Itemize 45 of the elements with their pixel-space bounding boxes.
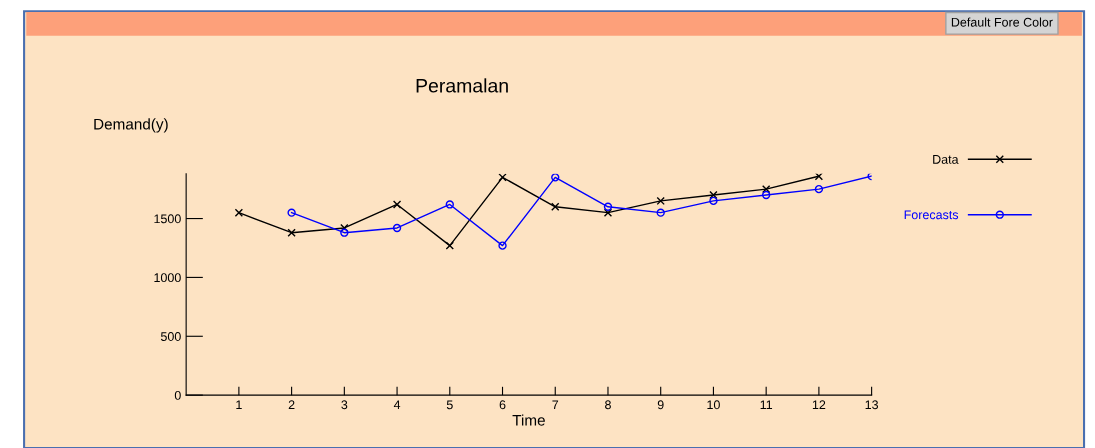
point (234, 208, 244, 217)
x-tick-label: 6 (499, 400, 506, 410)
point (498, 241, 507, 250)
legend-label: Data (933, 155, 959, 164)
y-tick-label: 1500 (154, 214, 181, 224)
x-tick-label: 8 (605, 400, 611, 410)
x-tick-label: 5 (446, 400, 453, 410)
x-tick-label: 2 (288, 400, 295, 410)
x-tick-label: 7 (552, 400, 559, 410)
point (814, 173, 824, 181)
point (709, 196, 718, 206)
x-tick-label: 12 (812, 400, 826, 410)
y-tick-label: 0 (174, 390, 181, 400)
point (445, 200, 454, 209)
point (287, 208, 296, 217)
point (761, 190, 771, 200)
x-tick-label: 1 (236, 400, 242, 410)
point (603, 202, 613, 211)
x-tick-label: 13 (865, 400, 879, 410)
x-tick-label: 3 (341, 400, 348, 410)
point (445, 241, 454, 250)
chart-title: Peramalan (416, 78, 508, 93)
point (392, 223, 402, 233)
point (498, 173, 507, 182)
x-tick-label: 4 (393, 400, 401, 410)
y-tick-label: 1000 (154, 273, 181, 283)
y-axis-title: Demand(y) (94, 118, 168, 133)
y-tick-label: 500 (160, 332, 181, 341)
x-tick-label: 10 (707, 400, 720, 410)
text: Default Fore Color (951, 17, 1053, 27)
point (761, 184, 771, 194)
x-tick-label: 9 (657, 400, 664, 410)
point (709, 190, 718, 200)
legend-label: Forecasts (904, 210, 959, 220)
point (392, 200, 402, 209)
x-tick-label: 11 (760, 400, 773, 410)
point (603, 208, 613, 217)
point (656, 208, 665, 217)
point (551, 173, 560, 182)
point (656, 196, 665, 206)
point (814, 184, 824, 194)
point (287, 228, 296, 237)
x-axis-title: Time (512, 414, 545, 426)
point (340, 228, 349, 237)
point (551, 202, 560, 211)
